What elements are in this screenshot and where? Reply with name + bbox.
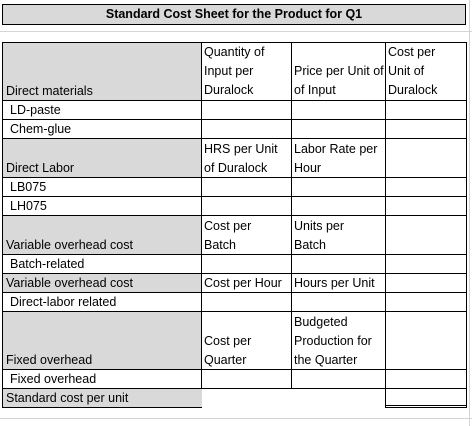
grid-line xyxy=(386,407,466,408)
units-batch-line2: Batch xyxy=(294,238,326,252)
grid-line xyxy=(291,42,292,389)
grid-line xyxy=(2,388,466,389)
sheet-gridline xyxy=(469,0,470,426)
price-input-line1: Price per Unit of Input xyxy=(294,64,386,78)
labor-rate-line1: Labor Rate per xyxy=(294,142,378,156)
sheet-title: Standard Cost Sheet for the Product for … xyxy=(2,4,466,25)
sheet-gridline xyxy=(0,31,472,32)
grid-line xyxy=(2,196,466,197)
grid-line xyxy=(386,405,466,406)
direct-labor-bg xyxy=(2,139,202,178)
budgeted-line2: Production for xyxy=(294,334,372,348)
direct-labor-label: Direct Labor xyxy=(6,161,75,175)
grid-line xyxy=(2,292,466,293)
var-overhead2-bg xyxy=(2,274,202,293)
budgeted-line3: the Quarter xyxy=(294,353,358,367)
qty-input-line3: Duralock xyxy=(204,83,254,97)
fixed-overhead-label-2: Fixed overhead xyxy=(10,372,97,386)
fixed-overhead-bg xyxy=(2,312,202,370)
grid-line xyxy=(2,273,466,274)
hours-unit-label: Hours per Unit xyxy=(294,276,375,290)
grid-line xyxy=(2,42,3,408)
grid-line xyxy=(2,311,466,312)
ld-paste-label: LD-paste xyxy=(10,103,61,117)
direct-materials-label: Direct materials xyxy=(6,84,93,98)
grid-line xyxy=(2,254,466,255)
grid-line xyxy=(466,42,467,408)
variable-overhead-label-2: Variable overhead cost xyxy=(6,276,133,290)
standard-cost-label: Standard cost per unit xyxy=(6,391,129,405)
cost-unit-line1: Cost per xyxy=(388,45,436,59)
cost-hour-label: Cost per Hour xyxy=(204,276,282,290)
grid-line xyxy=(201,42,202,389)
grid-line xyxy=(2,369,466,370)
lb075-label: LB075 xyxy=(10,180,47,194)
grid-line xyxy=(2,138,466,139)
labor-rate-line2: Hour xyxy=(294,161,322,175)
var-overhead-bg xyxy=(2,216,202,255)
cost-unit-line2: Unit of xyxy=(388,64,425,78)
cost-batch-line1: Cost per xyxy=(204,219,252,233)
price-input-unit-label: of Input xyxy=(294,83,336,97)
grid-line xyxy=(2,177,466,178)
grid-line xyxy=(2,215,466,216)
hrs-unit-line2: of Duralock xyxy=(204,161,268,175)
cost-unit-line3: Duralock xyxy=(388,83,438,97)
grid-line xyxy=(2,407,202,408)
budgeted-line1: Budgeted xyxy=(294,315,348,329)
standard-cost-bg xyxy=(2,389,202,408)
lh075-label: LH075 xyxy=(10,199,47,213)
qty-input-line1: Quantity of xyxy=(204,45,265,59)
chem-glue-label: Chem-glue xyxy=(10,122,72,136)
grid-line xyxy=(385,42,386,408)
qty-input-line2: Input per xyxy=(204,64,254,78)
cost-quarter-line2: Quarter xyxy=(204,353,247,367)
sheet-gridline xyxy=(0,418,472,419)
price-input-line2: of Input xyxy=(292,81,386,100)
grid-line xyxy=(2,100,466,101)
direct-labor-related-label: Direct-labor related xyxy=(10,295,117,309)
variable-overhead-label: Variable overhead cost xyxy=(6,238,133,252)
fixed-overhead-label: Fixed overhead xyxy=(6,353,93,367)
units-batch-line1: Units per xyxy=(294,219,345,233)
hrs-unit-line1: HRS per Unit xyxy=(204,142,278,156)
row-header-bg xyxy=(2,42,202,100)
cost-batch-line2: Batch xyxy=(204,238,236,252)
batch-related-label: Batch-related xyxy=(10,257,85,271)
grid-line xyxy=(2,119,466,120)
grid-line xyxy=(2,42,466,43)
cost-quarter-line1: Cost per xyxy=(204,334,252,348)
